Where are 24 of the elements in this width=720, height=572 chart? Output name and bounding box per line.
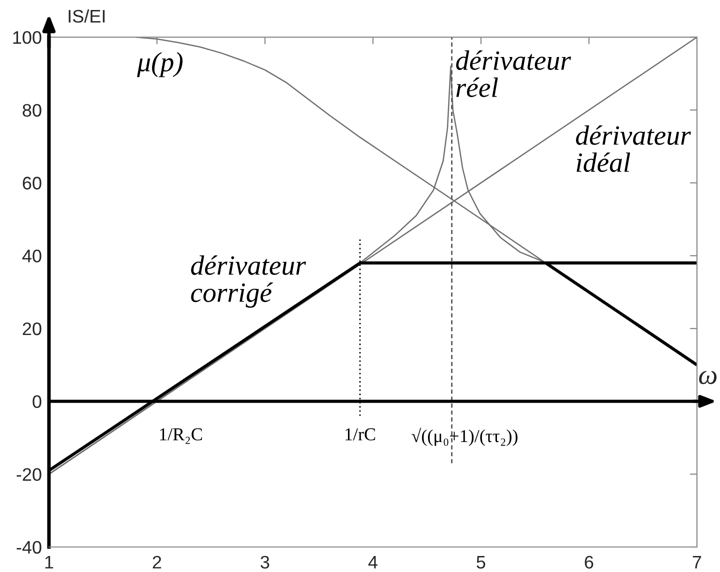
series-label: dérivateur réel <box>456 50 572 98</box>
y-tick-label: -20 <box>16 468 42 481</box>
annotation: 1/rC <box>346 428 376 440</box>
y-tick-label: 0 <box>32 395 42 408</box>
annotation: √((μ₀+1)/(ττ₂)) <box>412 428 518 446</box>
y-tick-label: 80 <box>22 104 42 117</box>
y-tick-label: 100 <box>13 31 42 44</box>
x-tick-label: 4 <box>368 556 378 568</box>
x-axis-title: ω <box>699 370 717 384</box>
x-tick-label: 5 <box>476 556 486 569</box>
x-tick-label: 3 <box>260 556 270 569</box>
y-tick-label: 20 <box>22 322 42 336</box>
y-tick-label: 40 <box>22 250 42 262</box>
y-tick-label: -40 <box>16 540 42 554</box>
series-label: dérivateur idéal <box>576 125 691 172</box>
series-label: dérivateur corrigé <box>191 255 306 308</box>
annotation: 1/R₂C <box>160 428 202 444</box>
x-tick-label: 6 <box>584 556 594 569</box>
x-tick-label: 1 <box>45 556 54 568</box>
x-tick-label: 7 <box>692 556 702 568</box>
x-tick-label: 2 <box>152 556 162 568</box>
y-axis-title: IS/EI <box>68 9 105 23</box>
series-label: μ(p) <box>137 52 183 78</box>
y-tick-label: 60 <box>22 176 42 190</box>
